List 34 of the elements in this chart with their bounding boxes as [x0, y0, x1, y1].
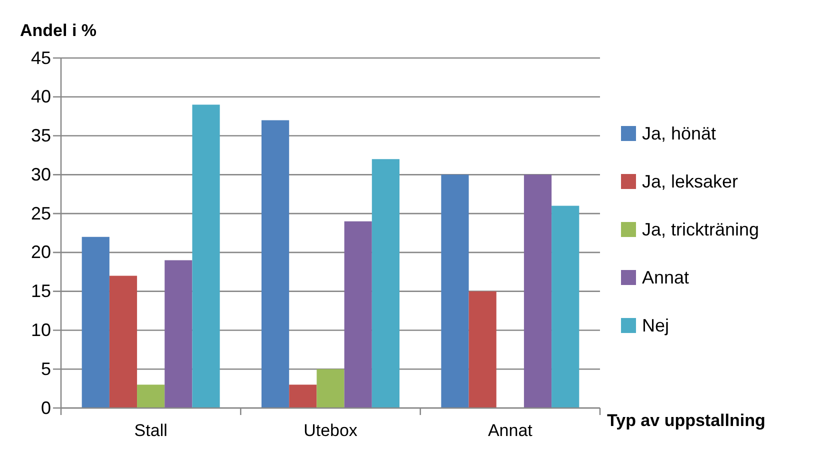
bar [262, 120, 290, 408]
bar [82, 236, 110, 408]
y-tick-label: 15 [30, 281, 51, 302]
bar [344, 221, 372, 408]
bar [164, 260, 192, 408]
bar [372, 159, 400, 408]
legend-label: Ja, trickträning [642, 219, 760, 240]
y-tick-label: 40 [30, 86, 51, 107]
y-tick-label: 35 [30, 126, 51, 146]
y-tick-label: 0 [40, 398, 51, 418]
bar [137, 384, 165, 408]
bar [192, 104, 220, 408]
y-tick-label: 30 [30, 164, 51, 184]
bar [289, 384, 317, 408]
legend-label: Annat [642, 267, 690, 288]
x-tick-label: Annat [488, 421, 533, 440]
x-axis-title: Typ av uppstallning [607, 411, 766, 430]
x-tick-label: Utebox [304, 421, 358, 440]
y-tick-label: 25 [30, 203, 51, 224]
y-tick-label: 5 [40, 358, 51, 379]
legend-label: Nej [642, 315, 670, 336]
x-tick-label: Stall [134, 421, 168, 440]
legend-label: Ja, hönät [642, 123, 716, 144]
bar [552, 206, 580, 408]
y-tick-label: 45 [30, 48, 51, 68]
bar [441, 174, 469, 408]
y-tick-label: 10 [30, 320, 51, 340]
bar [524, 174, 552, 408]
y-tick-label: 20 [30, 242, 51, 262]
y-axis-title: Andel i % [20, 21, 97, 40]
bar [468, 291, 496, 408]
legend-label: Ja, leksaker [642, 171, 738, 192]
bar [109, 276, 138, 408]
bar [316, 369, 344, 408]
